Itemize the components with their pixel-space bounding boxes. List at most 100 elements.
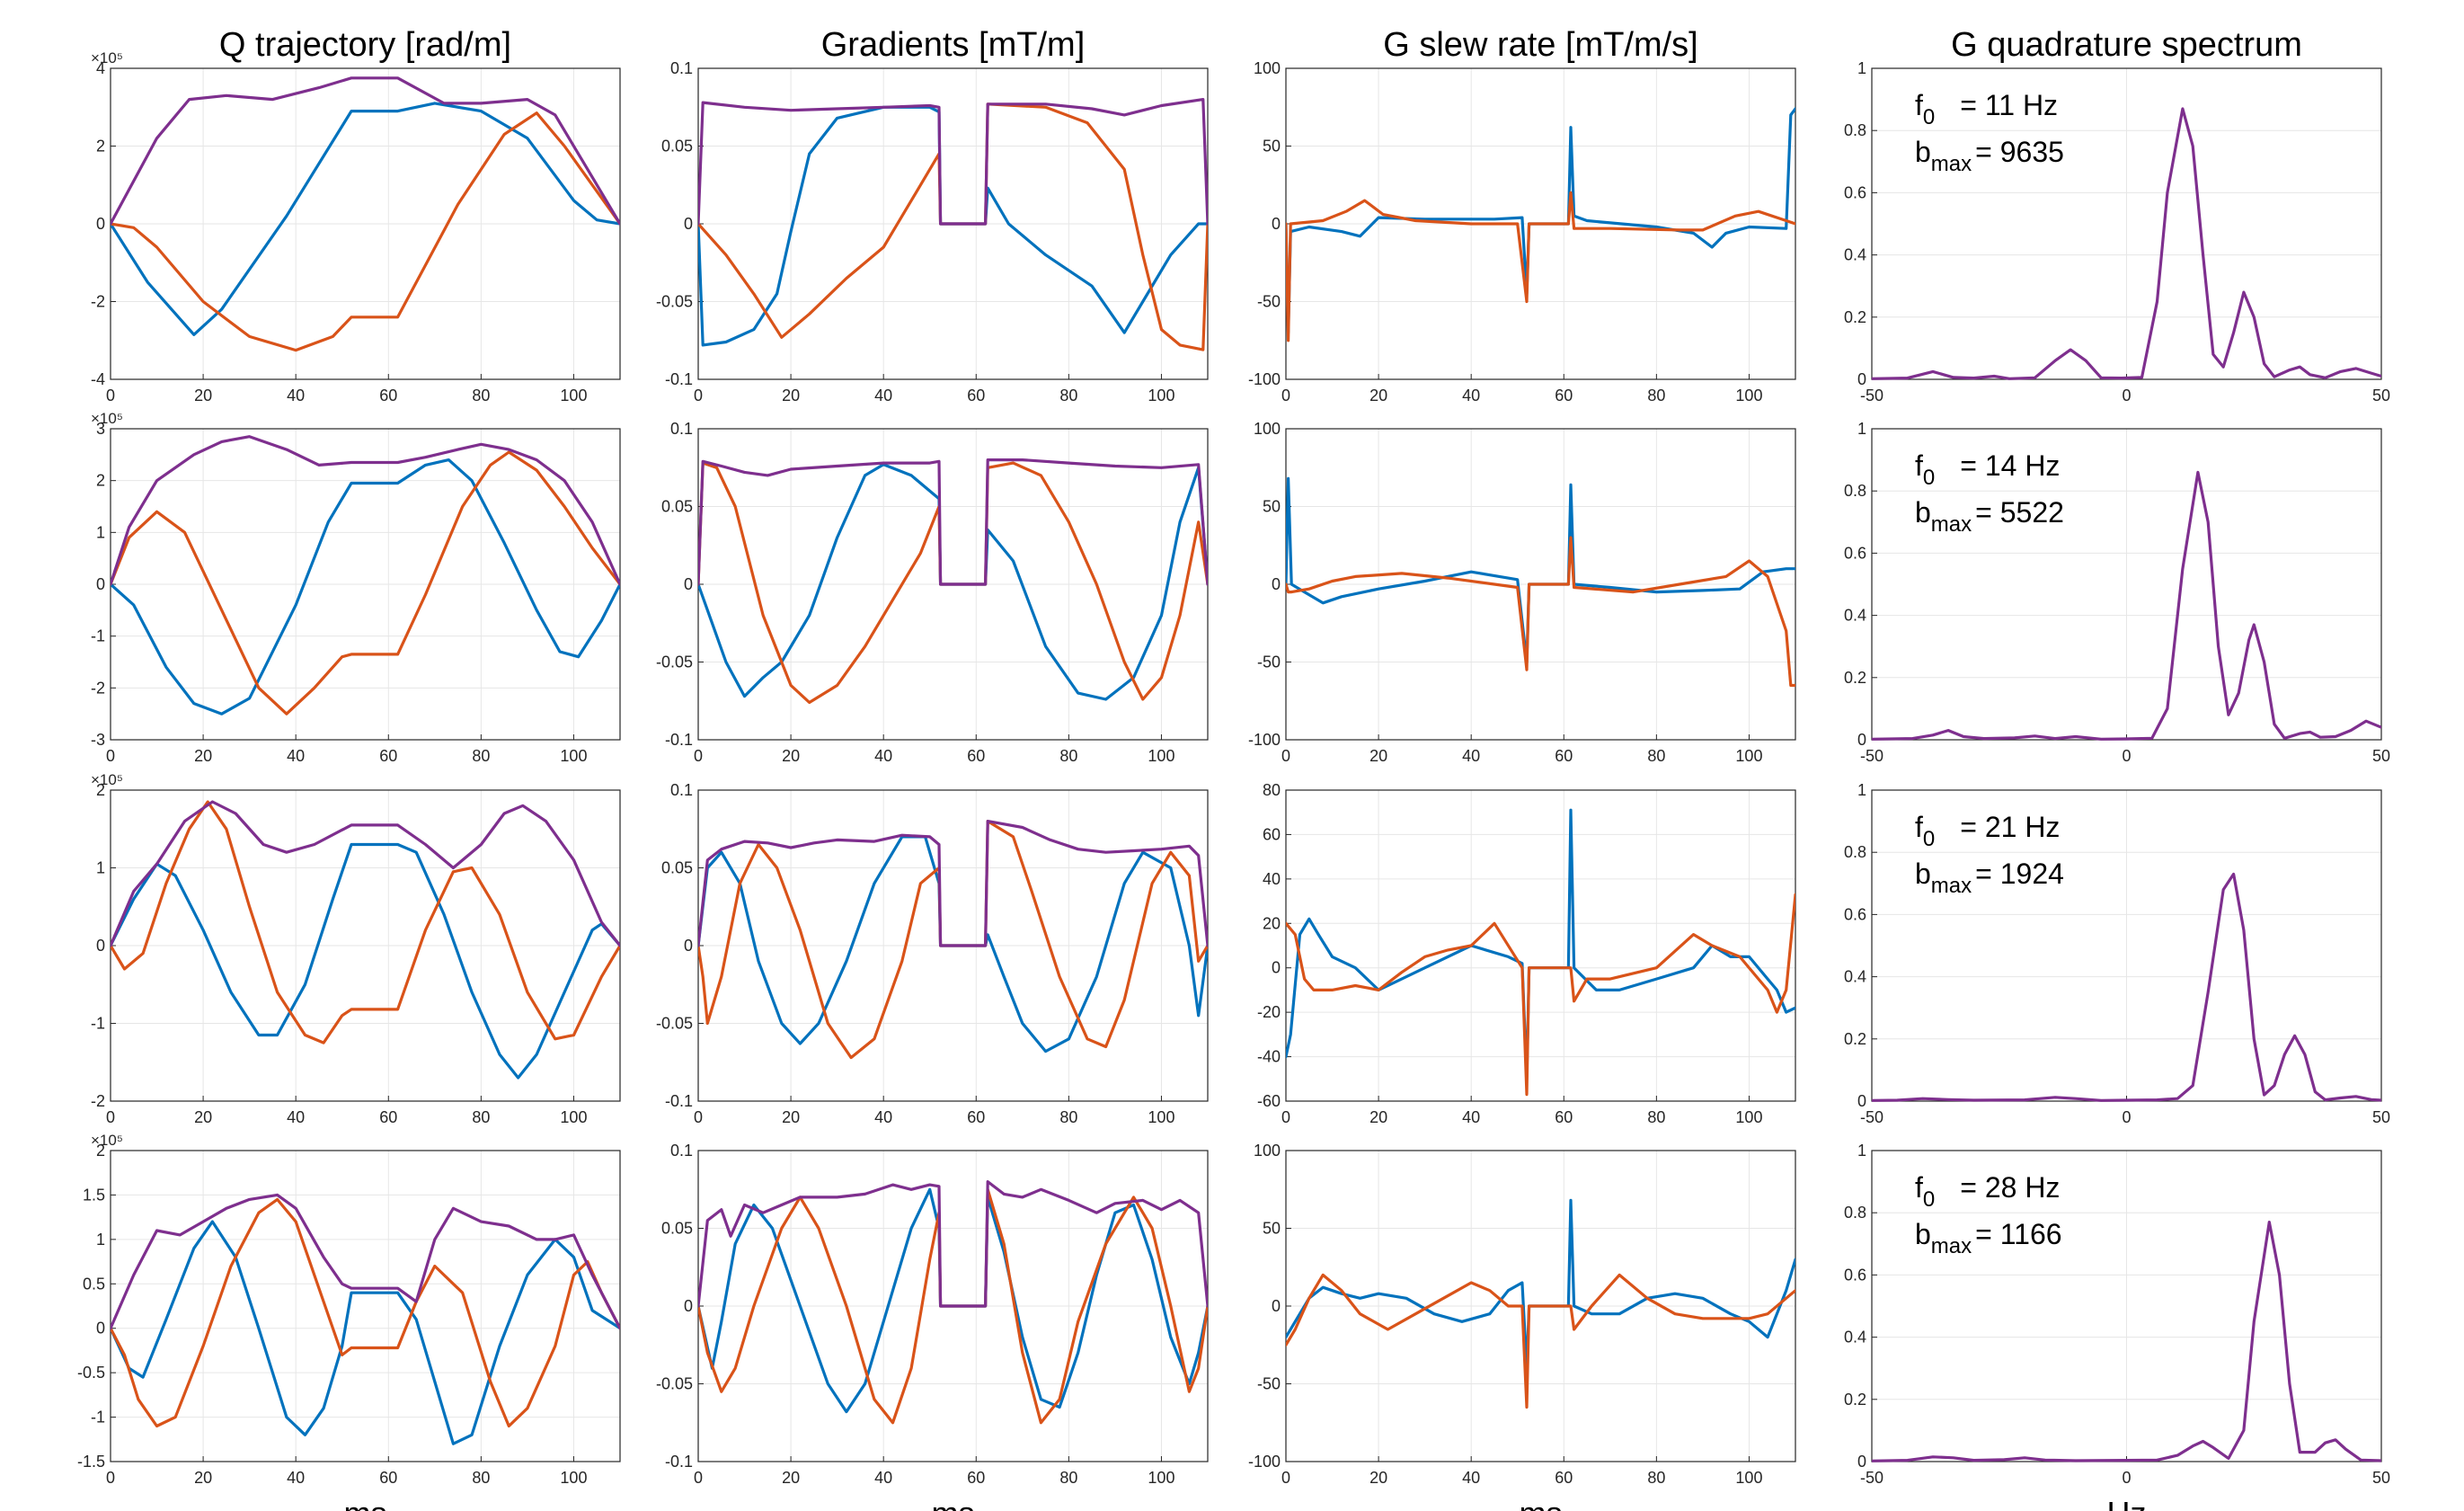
series-line-q3 bbox=[111, 435, 620, 586]
x-tick-label: 80 bbox=[1059, 1108, 1077, 1126]
x-axis-label: ms bbox=[932, 1495, 975, 1511]
series-line-q3 bbox=[111, 76, 620, 226]
y-tick-label: 0.4 bbox=[1844, 968, 1866, 986]
x-axis-label: ms bbox=[1520, 1495, 1563, 1511]
y-tick-label: 3 bbox=[96, 420, 105, 438]
x-tick-label: 20 bbox=[782, 1469, 800, 1487]
y-tick-label: 1.5 bbox=[83, 1186, 105, 1204]
x-tick-label: 40 bbox=[874, 387, 892, 404]
x-tick-label: 100 bbox=[1735, 747, 1762, 765]
y-tick-label: 0.2 bbox=[1844, 308, 1866, 326]
series-line-q2 bbox=[111, 111, 620, 352]
y-tick-label: 0 bbox=[96, 1320, 105, 1338]
y-tick-label: -0.1 bbox=[665, 1092, 693, 1110]
y-tick-label: -0.1 bbox=[665, 1453, 693, 1471]
y-tick-label: -0.05 bbox=[656, 1375, 693, 1393]
column-title: Q trajectory [rad/m] bbox=[219, 26, 511, 64]
x-tick-label: 20 bbox=[194, 387, 212, 404]
y-tick-label: 0.5 bbox=[83, 1275, 105, 1293]
y-tick-label: 0.6 bbox=[1844, 183, 1866, 201]
x-tick-label: 100 bbox=[560, 1108, 587, 1126]
y-tick-label: 100 bbox=[1254, 1142, 1281, 1160]
x-tick-label: 60 bbox=[1555, 747, 1573, 765]
x-axis-label: ms bbox=[344, 1495, 387, 1511]
x-tick-label: 60 bbox=[1555, 1108, 1573, 1126]
y-tick-label: 0 bbox=[1857, 731, 1866, 749]
x-tick-label: 0 bbox=[2122, 1108, 2131, 1126]
x-tick-label: 60 bbox=[1555, 387, 1573, 404]
y-tick-label: -1 bbox=[91, 1409, 105, 1427]
y-tick-label: -4 bbox=[91, 370, 105, 388]
y-tick-label: 0 bbox=[1272, 215, 1281, 233]
x-tick-label: 50 bbox=[2372, 387, 2390, 404]
y-tick-label: -100 bbox=[1248, 731, 1281, 749]
y-tick-label: 2 bbox=[96, 781, 105, 799]
y-tick-label: 0 bbox=[96, 215, 105, 233]
y-tick-label: 0 bbox=[1857, 1453, 1866, 1471]
x-tick-label: 100 bbox=[1148, 747, 1174, 765]
y-tick-label: 0 bbox=[96, 937, 105, 955]
x-tick-label: 40 bbox=[287, 387, 305, 404]
column-title: G quadrature spectrum bbox=[1951, 26, 2302, 64]
subplot-r3c2: 0 20 40 60 80 100 -100 -50 0 50 100 ms bbox=[1248, 1142, 1796, 1511]
series-line-q2 bbox=[111, 800, 620, 1044]
y-tick-label: 20 bbox=[1263, 914, 1281, 932]
y-tick-label: -40 bbox=[1257, 1048, 1281, 1066]
x-tick-label: 100 bbox=[1148, 1469, 1174, 1487]
subplot-r2c0: 0 20 40 60 80 100 -2 -1 0 1 2×10⁵ bbox=[91, 771, 621, 1126]
series-line-q1 bbox=[111, 458, 620, 716]
series-line-q1 bbox=[111, 102, 620, 336]
series-line-q1 bbox=[111, 842, 620, 1080]
series-line-sy bbox=[1286, 893, 1795, 1097]
y-tick-label: 0.4 bbox=[1844, 1329, 1866, 1347]
x-tick-label: 80 bbox=[1647, 747, 1665, 765]
y-tick-label: -0.1 bbox=[665, 731, 693, 749]
series-line-sy bbox=[1286, 191, 1795, 342]
plot-area bbox=[111, 1151, 620, 1462]
x-tick-label: 60 bbox=[967, 747, 985, 765]
y-tick-label: 100 bbox=[1254, 59, 1281, 77]
x-tick-label: 60 bbox=[967, 1469, 985, 1487]
x-tick-label: 0 bbox=[106, 1469, 115, 1487]
y-tick-label: 0.05 bbox=[661, 859, 693, 877]
x-tick-label: 0 bbox=[1281, 387, 1290, 404]
x-tick-label: 40 bbox=[1462, 1108, 1480, 1126]
x-tick-label: 40 bbox=[287, 747, 305, 765]
x-tick-label: 0 bbox=[2122, 1469, 2131, 1487]
x-tick-label: 80 bbox=[1059, 747, 1077, 765]
subplot-r1c1: 0 20 40 60 80 100 -0.1 -0.05 0 0.05 0.1 bbox=[656, 420, 1209, 765]
subplot-r3c0: 0 20 40 60 80 100 -1.5 -1 -0.5 0 0.5 1 1.5 2×10⁵ ms bbox=[77, 1132, 621, 1511]
x-tick-label: -50 bbox=[1860, 1469, 1883, 1487]
y-tick-label: -1 bbox=[91, 627, 105, 645]
y-tick-label: 0.1 bbox=[670, 1142, 693, 1160]
y-tick-label: 0.1 bbox=[670, 781, 693, 799]
subplot-r0c0: 0 20 40 60 80 100 -4 -2 0 2 4×10⁵ Q trajectory [rad… bbox=[91, 26, 621, 404]
series-line-q2 bbox=[111, 1197, 620, 1428]
y-tick-label: 40 bbox=[1263, 870, 1281, 888]
y-tick-label: -2 bbox=[91, 1092, 105, 1110]
y-tick-label: 0.1 bbox=[670, 420, 693, 438]
x-tick-label: 80 bbox=[1647, 1469, 1665, 1487]
y-tick-label: 0 bbox=[1272, 1297, 1281, 1315]
plot-area bbox=[1286, 790, 1795, 1101]
y-tick-label: 2 bbox=[96, 138, 105, 156]
y-tick-label: -20 bbox=[1257, 1003, 1281, 1021]
y-tick-label: 1 bbox=[1857, 781, 1866, 799]
y-tick-label: -3 bbox=[91, 731, 105, 749]
x-tick-label: 100 bbox=[560, 747, 587, 765]
y-tick-label: -2 bbox=[91, 679, 105, 697]
x-tick-label: 60 bbox=[379, 387, 397, 404]
x-tick-label: 60 bbox=[379, 1108, 397, 1126]
y-tick-label: -100 bbox=[1248, 1453, 1281, 1471]
series-line-spectrum bbox=[1872, 107, 2381, 380]
y-exponent-label: ×10⁵ bbox=[91, 410, 123, 427]
x-tick-label: 0 bbox=[1281, 1469, 1290, 1487]
subplot-r0c1: 0 20 40 60 80 100 -0.1 -0.05 0 0.05 0.1 Gradients [… bbox=[656, 26, 1209, 404]
x-tick-label: 40 bbox=[1462, 747, 1480, 765]
series-line-sy bbox=[1286, 1273, 1795, 1409]
series-line-q3 bbox=[111, 1193, 620, 1330]
y-tick-label: 2 bbox=[96, 1142, 105, 1160]
column-title: G slew rate [mT/m/s] bbox=[1383, 26, 1697, 64]
y-exponent-label: ×10⁵ bbox=[91, 1132, 123, 1149]
